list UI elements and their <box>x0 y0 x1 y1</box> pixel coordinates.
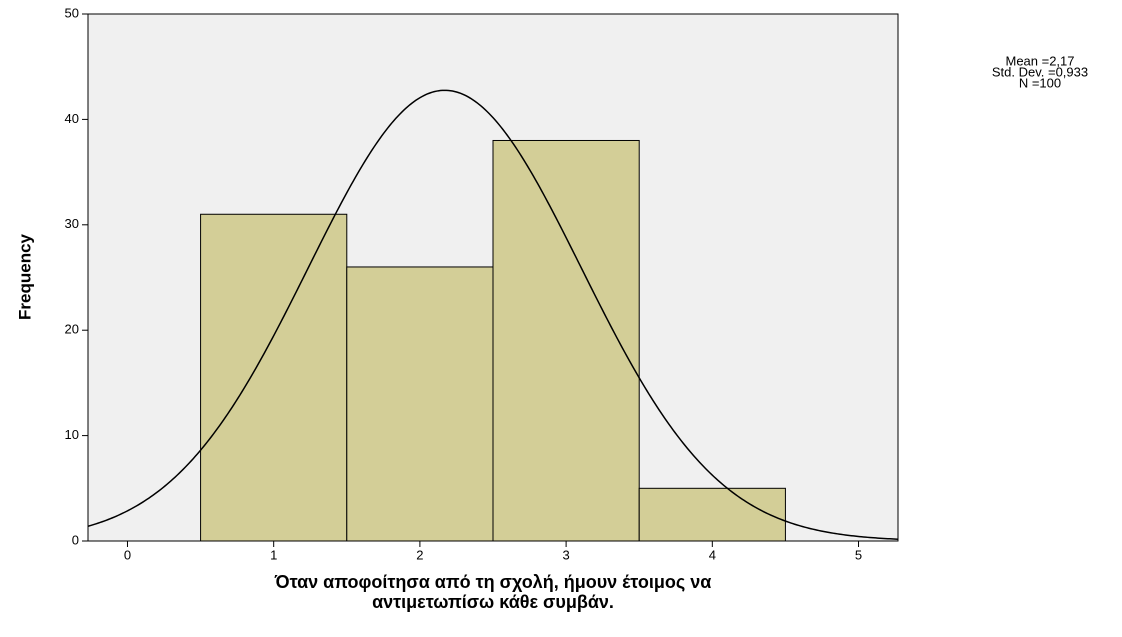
normal-curve <box>87 89 899 540</box>
x-tick-label: 1 <box>270 547 277 562</box>
y-tick-label: 40 <box>65 111 79 126</box>
bar <box>638 487 786 542</box>
x-axis-label: Όταν αποφοίτησα από τη σχολή, ήμουν έτοι… <box>274 572 712 592</box>
y-axis-label: Frequency <box>15 233 34 320</box>
x-tick-label: 0 <box>124 547 131 562</box>
bar <box>200 213 348 542</box>
x-tick-label: 4 <box>709 547 716 562</box>
y-tick-label: 10 <box>65 427 79 442</box>
bar <box>346 266 494 542</box>
x-tick-label: 3 <box>562 547 569 562</box>
stats-label: N =100 <box>1019 75 1061 90</box>
stats-label: Mean =2,17 <box>1005 53 1074 68</box>
x-tick-label: 2 <box>416 547 423 562</box>
bar <box>492 139 640 542</box>
y-tick-label: 50 <box>65 5 79 20</box>
y-tick-label: 30 <box>65 216 79 231</box>
y-tick-label: 0 <box>72 532 79 547</box>
x-axis-label: αντιμετωπίσω κάθε συμβάν. <box>372 592 614 612</box>
y-tick-label: 20 <box>65 322 79 337</box>
stats-label: Std. Dev. =0,933 <box>992 64 1088 79</box>
x-tick-label: 5 <box>855 547 862 562</box>
